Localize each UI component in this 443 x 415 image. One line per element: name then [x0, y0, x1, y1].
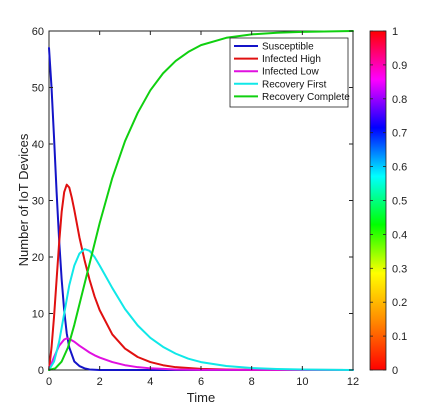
y-axis-label: Number of IoT Devices — [16, 133, 31, 266]
colorbar-tick-label: 0.4 — [392, 229, 407, 241]
colorbar-tick-label: 0.7 — [392, 128, 407, 140]
series-line-5 — [48, 30, 354, 371]
colorbar-tick-label: 0.2 — [392, 297, 407, 309]
y-tick-label: 10 — [32, 309, 44, 321]
x-tick-label: 4 — [147, 376, 153, 388]
legend-entry: Infected Low — [262, 67, 319, 78]
legend-entry: Susceptible — [262, 42, 314, 53]
series-line-4 — [48, 248, 354, 371]
x-axis: 0 2 4 6 8 10 12 — [46, 31, 359, 388]
x-tick-label: 0 — [46, 376, 52, 388]
colorbar-tick-label: 0.8 — [392, 94, 407, 106]
colorbar-tick-label: 0.6 — [392, 162, 407, 174]
x-tick-label: 2 — [97, 376, 103, 388]
x-tick-label: 8 — [249, 376, 255, 388]
x-tick-label: 6 — [198, 376, 204, 388]
y-tick-label: 50 — [32, 83, 44, 95]
colorbar-tick-label: 0.1 — [392, 331, 407, 343]
colorbar-tick-label: 0 — [392, 365, 398, 377]
series-line-2 — [48, 183, 354, 371]
y-tick-label: 20 — [32, 252, 44, 264]
y-tick-label: 40 — [32, 139, 44, 151]
x-axis-label: Time — [187, 390, 215, 405]
series-line-1 — [48, 46, 354, 371]
legend-entry: Recovery Complete — [262, 92, 350, 103]
series-layer — [48, 30, 354, 371]
colorbar-tick-label: 0.5 — [392, 196, 407, 208]
y-tick-label: 60 — [32, 26, 44, 38]
colorbar-tick-label: 1 — [392, 26, 398, 38]
colorbar-tick-label: 0.3 — [392, 263, 407, 275]
y-tick-label: 30 — [32, 196, 44, 208]
y-axis: 0 10 20 30 40 50 60 — [32, 26, 353, 377]
legend-entry: Recovery First — [262, 79, 327, 90]
y-tick-label: 0 — [38, 365, 44, 377]
colorbar-axis: 0 0.1 0.2 0.3 0.4 0.5 0.6 0.7 0.8 0.9 1 — [370, 26, 407, 377]
legend-entry: Infected High — [262, 54, 321, 65]
x-tick-label: 12 — [347, 376, 359, 388]
x-tick-label: 10 — [296, 376, 308, 388]
colorbar-tick-label: 0.9 — [392, 60, 407, 72]
